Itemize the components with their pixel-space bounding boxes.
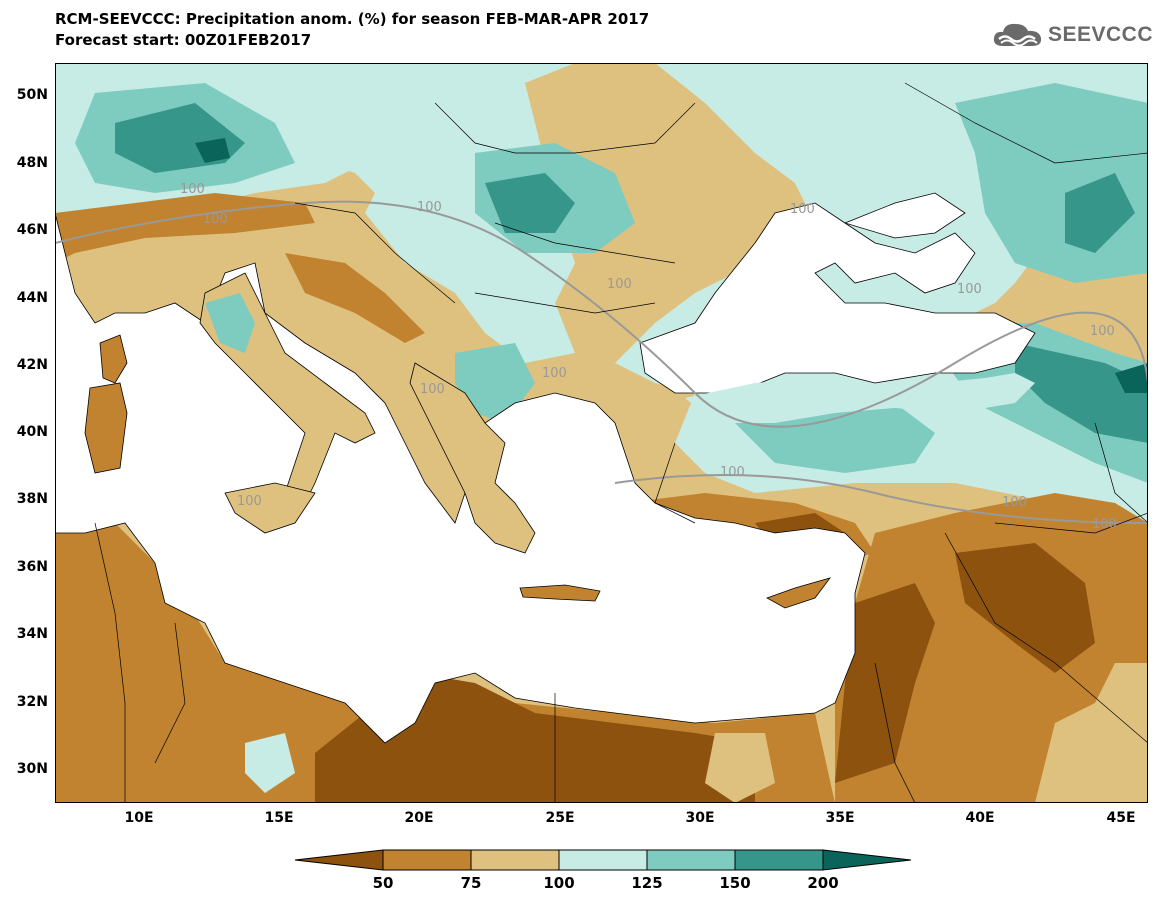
italy-teal <box>205 293 255 353</box>
lat-label: 34N <box>16 626 48 642</box>
anomaly-150-200-easternturkey <box>1015 343 1148 443</box>
colorbar-segment-75-100 <box>470 849 560 871</box>
contour-label: 100 <box>720 465 745 480</box>
colorbar-label: 150 <box>719 874 751 892</box>
colorbar-label: 50 <box>372 874 394 892</box>
black-sea <box>639 202 1036 394</box>
contour-label: 100 <box>957 282 982 297</box>
lon-label: 10E <box>124 810 154 826</box>
map-title: RCM-SEEVCCC: Precipitation anom. (%) for… <box>55 10 650 28</box>
colorbar-segment-lt50 <box>294 849 384 871</box>
anomaly-75-100-north <box>525 63 815 363</box>
cloud-icon <box>993 23 1042 47</box>
lon-label: 20E <box>404 810 434 826</box>
anomaly-gt200-caucasus <box>1115 363 1148 393</box>
contour-100-line <box>55 200 1148 428</box>
anomaly-gt200-alps <box>195 138 230 163</box>
colorbar-segment-100-125 <box>558 849 648 871</box>
lat-label: 38N <box>16 491 48 507</box>
forecast-start-label: Forecast start: 00Z01FEB2017 <box>55 31 312 49</box>
lat-label: 40N <box>16 424 48 440</box>
contour-label: 100 <box>1002 495 1027 510</box>
lon-label: 15E <box>264 810 294 826</box>
anomaly-lt50-syria <box>955 543 1095 673</box>
anomaly-150-200-caucasus <box>1065 173 1135 253</box>
contour-label: 100 <box>790 202 815 217</box>
cyprus-land <box>766 577 832 609</box>
lat-label: 36N <box>16 559 48 575</box>
sicily-land <box>224 482 316 534</box>
contour-label: 100 <box>542 366 567 381</box>
colorbar-segment-gt200 <box>822 849 912 871</box>
seevccc-logo: SEEVCCC <box>991 20 1153 50</box>
colorbar-label: 75 <box>460 874 482 892</box>
lat-label: 30N <box>16 761 48 777</box>
colorbar-label: 100 <box>543 874 575 892</box>
colorbar <box>294 849 912 871</box>
sardinia-land <box>84 382 128 474</box>
sea-of-azov <box>843 192 966 239</box>
map-canvas: 100 100 100 100 100 100 100 100 100 100 … <box>55 63 1148 803</box>
anomaly-50-75-alps <box>55 193 315 263</box>
colorbar-segment-50-75 <box>382 849 472 871</box>
greece-land <box>409 362 536 554</box>
anomaly-100-125-tunisia <box>245 733 295 793</box>
colorbar-segment-150-200 <box>734 849 824 871</box>
contour-label: 100 <box>417 200 442 215</box>
lon-label: 35E <box>825 810 855 826</box>
lat-label: 48N <box>16 155 48 171</box>
contour-labels: 100 100 100 100 100 100 100 100 100 100 … <box>180 182 1117 532</box>
contour-label: 100 <box>203 212 228 227</box>
contour-label: 100 <box>420 382 445 397</box>
colorbar-label: 200 <box>807 874 839 892</box>
lon-label: 45E <box>1106 810 1136 826</box>
crete-land <box>519 584 601 602</box>
lat-label: 50N <box>16 87 48 103</box>
anatolia-coast <box>685 373 1035 423</box>
colorbar-segment-125-150 <box>646 849 736 871</box>
anomaly-lt50-levant <box>835 583 935 783</box>
precipitation-map: 100 100 100 100 100 100 100 100 100 100 … <box>55 63 1148 803</box>
anomaly-50-75-southeast <box>835 493 1148 803</box>
contour-label: 100 <box>180 182 205 197</box>
anomaly-lt50-libya <box>315 673 755 803</box>
lat-label: 42N <box>16 357 48 373</box>
contour-label: 100 <box>1090 324 1115 339</box>
map-frame <box>55 63 1148 803</box>
lat-label: 46N <box>16 222 48 238</box>
logo-text: SEEVCCC <box>1047 23 1153 46</box>
contour-label: 100 <box>607 277 632 292</box>
lon-label: 25E <box>545 810 575 826</box>
corsica-land <box>99 334 128 384</box>
contour-label: 100 <box>237 494 262 509</box>
lat-label: 32N <box>16 694 48 710</box>
lat-label: 44N <box>16 290 48 306</box>
lon-label: 40E <box>965 810 995 826</box>
anomaly-150-200-hungary <box>485 173 575 233</box>
anomaly-50-75-balkans <box>285 253 425 343</box>
contour-label: 100 <box>1092 517 1117 532</box>
lon-label: 30E <box>685 810 715 826</box>
colorbar-label: 125 <box>631 874 663 892</box>
contour-100-line-south <box>614 474 1148 524</box>
country-borders <box>94 82 1148 803</box>
anomaly-100-125-egypt <box>705 733 775 803</box>
